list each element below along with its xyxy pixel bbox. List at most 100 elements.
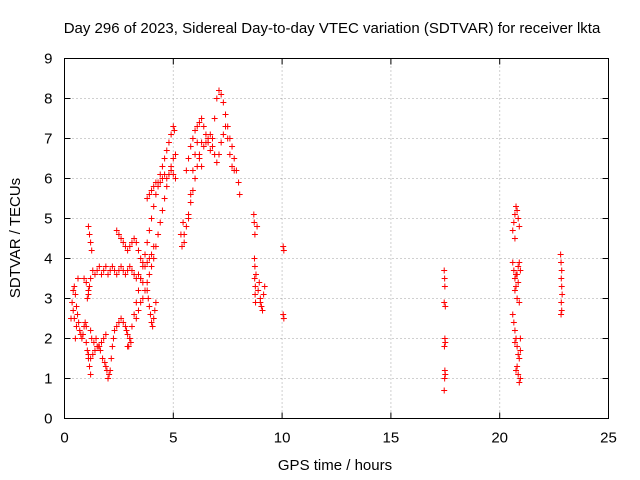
data-point	[113, 271, 120, 278]
data-point	[106, 371, 113, 378]
data-point	[122, 271, 129, 278]
data-point	[200, 123, 207, 130]
data-point	[252, 271, 259, 278]
data-point	[441, 299, 448, 306]
data-point	[516, 355, 523, 362]
data-point	[189, 135, 196, 142]
plot-frame	[64, 58, 609, 419]
data-point	[224, 135, 231, 142]
data-point	[514, 343, 521, 350]
data-point	[96, 263, 103, 270]
data-point	[113, 227, 120, 234]
data-point	[515, 215, 522, 222]
data-point	[144, 287, 151, 294]
data-point	[73, 303, 80, 310]
data-point	[509, 311, 516, 318]
data-point	[84, 295, 91, 302]
data-point	[194, 139, 201, 146]
x-axis-label: GPS time / hours	[278, 457, 392, 474]
data-point	[124, 247, 131, 254]
data-point	[231, 155, 238, 162]
data-point	[251, 275, 258, 282]
data-point	[159, 163, 166, 170]
data-point	[187, 199, 194, 206]
grid-lines	[64, 58, 609, 419]
data-point	[135, 247, 142, 254]
data-point	[558, 267, 565, 274]
data-point	[165, 139, 172, 146]
data-point	[86, 363, 93, 370]
data-point	[189, 187, 196, 194]
data-point	[251, 231, 258, 238]
data-point	[161, 155, 168, 162]
data-point	[71, 315, 78, 322]
data-point	[131, 235, 138, 242]
data-point	[205, 135, 212, 142]
data-point	[198, 163, 205, 170]
data-point	[557, 251, 564, 258]
data-point	[509, 259, 516, 266]
data-point	[218, 139, 225, 146]
data-point	[76, 327, 83, 334]
data-point	[236, 191, 243, 198]
data-point	[441, 375, 448, 382]
data-point	[120, 319, 127, 326]
data-point	[441, 283, 448, 290]
data-point	[168, 167, 175, 174]
data-point	[513, 283, 520, 290]
data-point	[442, 371, 449, 378]
data-point	[514, 295, 521, 302]
data-point	[251, 263, 258, 270]
data-point	[515, 263, 522, 270]
data-point	[74, 311, 81, 318]
data-point	[256, 279, 263, 286]
data-point	[510, 219, 517, 226]
data-point	[213, 95, 220, 102]
y-tick-label: 1	[44, 371, 52, 388]
data-point	[126, 335, 133, 342]
data-point	[515, 371, 522, 378]
data-point	[144, 239, 151, 246]
data-point	[511, 211, 518, 218]
data-point	[516, 223, 523, 230]
data-point	[155, 183, 162, 190]
data-point	[94, 267, 101, 274]
data-point	[558, 307, 565, 314]
data-point	[69, 299, 76, 306]
data-point	[133, 315, 140, 322]
y-tick-label: 8	[44, 91, 52, 108]
y-tick-label: 4	[44, 251, 52, 268]
data-point	[85, 287, 92, 294]
data-point	[128, 267, 135, 274]
data-point	[558, 259, 565, 266]
data-point	[509, 227, 516, 234]
data-point	[109, 263, 116, 270]
data-point	[442, 339, 449, 346]
data-point	[172, 175, 179, 182]
data-point	[511, 235, 518, 242]
y-tick-label: 2	[44, 331, 52, 348]
data-point	[187, 143, 194, 150]
data-point	[516, 299, 523, 306]
data-point	[251, 255, 258, 262]
data-point	[196, 155, 203, 162]
data-point	[163, 147, 170, 154]
data-point	[170, 123, 177, 130]
data-point	[513, 367, 520, 374]
data-point	[120, 239, 127, 246]
data-point	[72, 335, 79, 342]
data-point	[517, 335, 524, 342]
data-point	[511, 339, 518, 346]
data-point	[254, 223, 261, 230]
data-point	[442, 303, 449, 310]
data-point	[517, 347, 524, 354]
data-point	[135, 287, 142, 294]
data-point	[79, 331, 86, 338]
data-point	[87, 275, 94, 282]
y-axis-label: SDTVAR / TECUs	[7, 178, 24, 298]
data-point	[280, 315, 287, 322]
data-point	[259, 307, 266, 314]
data-point	[152, 191, 159, 198]
data-point	[257, 299, 264, 306]
